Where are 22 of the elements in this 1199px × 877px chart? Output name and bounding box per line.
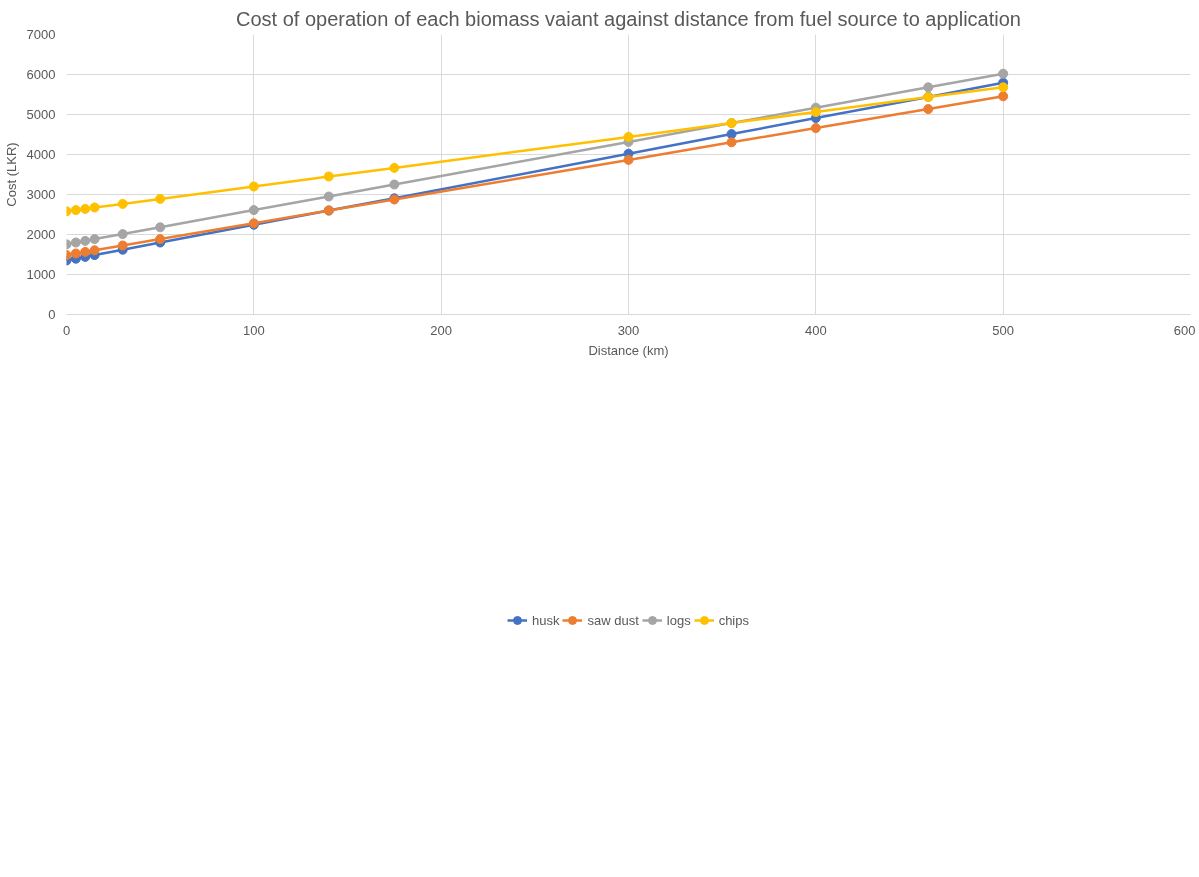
x-tick-label: 300 bbox=[617, 322, 640, 338]
y-tick-label: 2000 bbox=[26, 227, 56, 242]
y-tick-label: 7000 bbox=[26, 27, 56, 42]
y-tick-label: 3000 bbox=[26, 187, 56, 202]
y-tick-label: 1000 bbox=[26, 267, 56, 282]
y-tick-label: 5000 bbox=[26, 107, 56, 122]
x-tick-label: 400 bbox=[804, 322, 827, 338]
x-tick-label: 100 bbox=[242, 322, 265, 338]
x-tick-label: 0 bbox=[62, 322, 71, 338]
legend-label: saw dust bbox=[587, 612, 639, 628]
legend-label: logs bbox=[666, 612, 691, 628]
x-tick-label: 600 bbox=[1173, 322, 1196, 338]
x-tick-label: 200 bbox=[430, 322, 453, 338]
x-axis-title: Distance (km) bbox=[588, 342, 669, 358]
legend-label: husk bbox=[532, 612, 560, 628]
legend-label: chips bbox=[718, 612, 749, 628]
x-tick-label: 500 bbox=[992, 322, 1015, 338]
y-tick-label: 0 bbox=[48, 307, 56, 322]
chart-title: Cost of operation of each biomass vaiant against distance from fuel source to application bbox=[236, 7, 1021, 30]
y-tick-label: 6000 bbox=[26, 67, 56, 82]
y-axis-title: Cost (LKR) bbox=[3, 142, 19, 207]
y-tick-label: 4000 bbox=[26, 147, 56, 162]
